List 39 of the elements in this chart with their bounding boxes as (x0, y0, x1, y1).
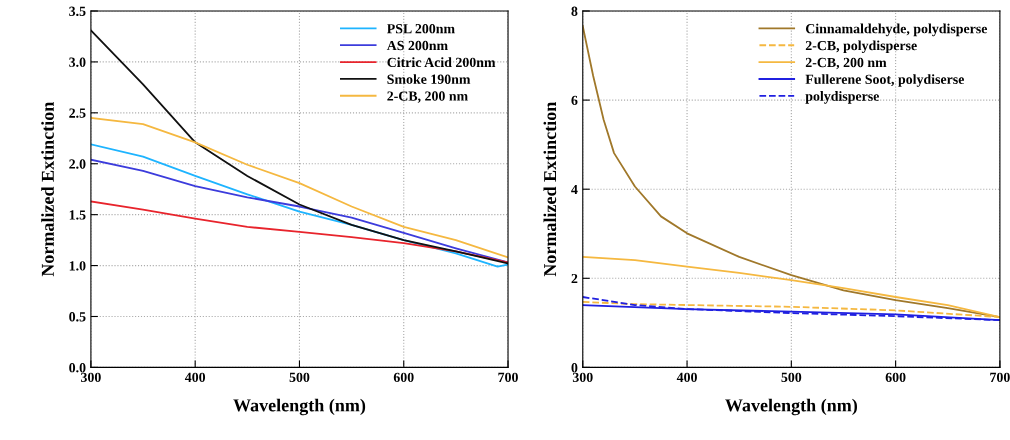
y-tick-label: 2 (571, 273, 578, 284)
legend-label: polydisperse (805, 91, 879, 104)
x-tick-label: 500 (781, 372, 802, 383)
legend-label: Smoke 190nm (387, 74, 471, 84)
x-tick-label: 700 (990, 372, 1010, 383)
y-tick-label: 2.0 (69, 159, 86, 169)
x-tick-label: 300 (81, 372, 101, 383)
x-tick-label: 300 (572, 372, 593, 383)
y-tick-label: 1.5 (69, 210, 86, 220)
x-tick-label: 600 (885, 372, 906, 383)
x-tick-label: 400 (184, 372, 206, 383)
x-axis-title: Wavelength (nm) (233, 398, 366, 416)
y-axis-title: Normalized Extinction (543, 101, 557, 277)
y-tick-label: 3.5 (69, 6, 86, 17)
y-tick-label: 6 (571, 95, 578, 106)
y-tick-label: 0.5 (69, 312, 86, 322)
y-axis-title: Normalized Extinction (41, 101, 54, 277)
x-tick-label: 400 (676, 372, 697, 383)
line-series (90, 117, 509, 259)
y-tick-label: 0 (571, 362, 578, 373)
legend-label: PSL 200nm (386, 23, 455, 34)
y-tick-label: 4 (571, 184, 578, 195)
legend-label: AS 200nm (386, 40, 448, 51)
legend-label: 2-CB, polydisperse (805, 40, 917, 54)
x-tick-label: 600 (393, 372, 414, 383)
legend-label: Cinnamaldehyde, polydisperse (805, 23, 988, 37)
y-tick-label: 0.0 (69, 362, 86, 373)
legend-label: 2-CB, 200 nm (387, 91, 468, 103)
y-tick-label: 1.0 (69, 261, 86, 271)
line-series (90, 200, 509, 264)
y-tick-label: 3.0 (69, 57, 86, 67)
legend-label: Fullerene Soot, polydiserse (805, 74, 964, 87)
y-tick-label: 8 (571, 6, 578, 16)
x-axis-title: Wavelength (nm) (725, 398, 857, 416)
x-tick-label: 500 (289, 372, 310, 383)
x-tick-label: 700 (498, 372, 518, 383)
y-tick-label: 2.5 (69, 108, 86, 118)
legend-label: Citric Acid 200nm (387, 57, 496, 68)
legend-label: 2-CB, 200 nm (805, 57, 887, 70)
